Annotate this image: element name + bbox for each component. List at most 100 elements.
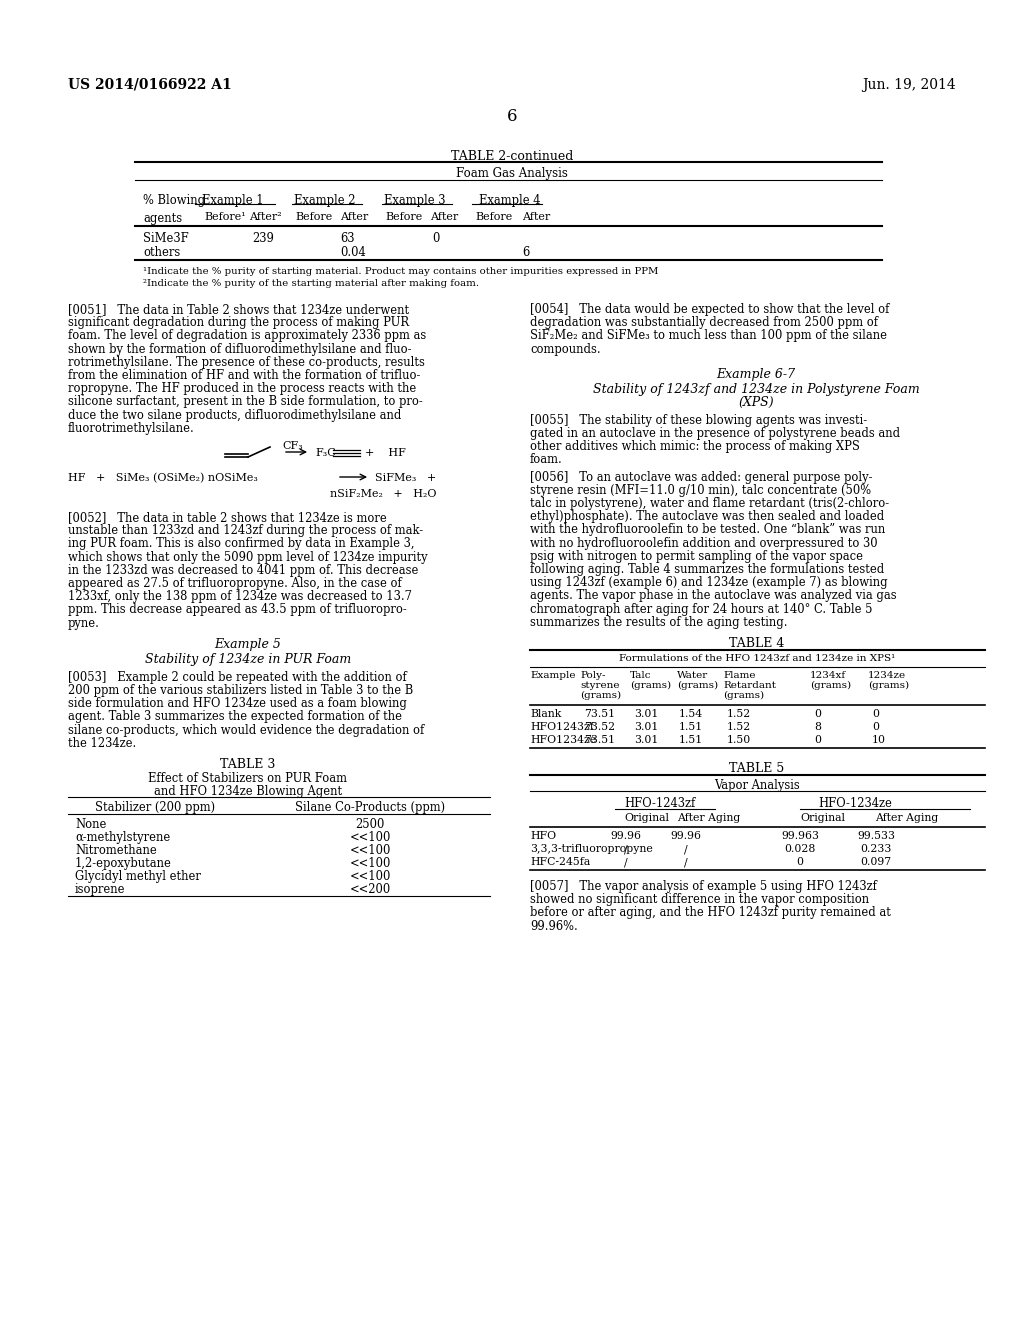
Text: [0057]   The vapor analysis of example 5 using HFO 1243zf: [0057] The vapor analysis of example 5 u…: [530, 880, 877, 894]
Text: α-methylstyrene: α-methylstyrene: [75, 832, 170, 843]
Text: Stability of 1234ze in PUR Foam: Stability of 1234ze in PUR Foam: [144, 653, 351, 665]
Text: Example 5: Example 5: [215, 638, 282, 651]
Text: which shows that only the 5090 ppm level of 1234ze impurity: which shows that only the 5090 ppm level…: [68, 550, 428, 564]
Text: After Aging: After Aging: [677, 813, 740, 822]
Text: 73.51: 73.51: [584, 709, 615, 719]
Text: Example 2: Example 2: [294, 194, 355, 207]
Text: shown by the formation of difluorodimethylsilane and fluo-: shown by the formation of difluorodimeth…: [68, 343, 412, 355]
Text: 6: 6: [522, 246, 529, 259]
Text: before or after aging, and the HFO 1243zf purity remained at: before or after aging, and the HFO 1243z…: [530, 907, 891, 920]
Text: HFO-1243zf: HFO-1243zf: [625, 797, 695, 810]
Text: rotrimethylsilane. The presence of these co-products, results: rotrimethylsilane. The presence of these…: [68, 356, 425, 368]
Text: [0054]   The data would be expected to show that the level of: [0054] The data would be expected to sho…: [530, 304, 890, 315]
Text: psig with nitrogen to permit sampling of the vapor space: psig with nitrogen to permit sampling of…: [530, 550, 863, 562]
Text: silicone surfactant, present in the B side formulation, to pro-: silicone surfactant, present in the B si…: [68, 396, 423, 408]
Text: 0: 0: [814, 709, 821, 719]
Text: Silane Co-Products (ppm): Silane Co-Products (ppm): [295, 801, 445, 814]
Text: with the hydrofluoroolefin to be tested. One “blank” was run: with the hydrofluoroolefin to be tested.…: [530, 524, 886, 536]
Text: [0053]   Example 2 could be repeated with the addition of: [0053] Example 2 could be repeated with …: [68, 671, 407, 684]
Text: Effect of Stabilizers on PUR Foam: Effect of Stabilizers on PUR Foam: [148, 772, 347, 785]
Text: 1.54: 1.54: [679, 709, 703, 719]
Text: agent. Table 3 summarizes the expected formation of the: agent. Table 3 summarizes the expected f…: [68, 710, 402, 723]
Text: chromatograph after aging for 24 hours at 140° C. Table 5: chromatograph after aging for 24 hours a…: [530, 603, 872, 615]
Text: <<100: <<100: [349, 832, 391, 843]
Text: TABLE 5: TABLE 5: [729, 762, 784, 775]
Text: 0.233: 0.233: [860, 843, 892, 854]
Text: <<100: <<100: [349, 857, 391, 870]
Text: 0.04: 0.04: [340, 246, 366, 259]
Text: 0: 0: [814, 735, 821, 744]
Text: HFO-1234ze: HFO-1234ze: [818, 797, 892, 810]
Text: ¹Indicate the % purity of starting material. Product may contains other impuriti: ¹Indicate the % purity of starting mater…: [143, 267, 658, 276]
Text: 239: 239: [252, 232, 273, 246]
Text: TABLE 3: TABLE 3: [220, 758, 275, 771]
Text: appeared as 27.5 of trifluoropropyne. Also, in the case of: appeared as 27.5 of trifluoropropyne. Al…: [68, 577, 401, 590]
Text: silane co-products, which would evidence the degradation of: silane co-products, which would evidence…: [68, 723, 424, 737]
Text: Example: Example: [530, 671, 575, 680]
Text: ropropyne. The HF produced in the process reacts with the: ropropyne. The HF produced in the proces…: [68, 383, 416, 395]
Text: isoprene: isoprene: [75, 883, 126, 896]
Text: 10: 10: [872, 735, 886, 744]
Text: (grams): (grams): [630, 681, 671, 690]
Text: ing PUR foam. This is also confirmed by data in Example 3,: ing PUR foam. This is also confirmed by …: [68, 537, 415, 550]
Text: 1.52: 1.52: [727, 722, 752, 733]
Text: 99.963: 99.963: [781, 832, 819, 841]
Text: styrene resin (MFI=11.0 g/10 min), talc concentrate (50%: styrene resin (MFI=11.0 g/10 min), talc …: [530, 484, 871, 496]
Text: /: /: [684, 843, 688, 854]
Text: Original: Original: [800, 813, 845, 822]
Text: After: After: [340, 213, 369, 222]
Text: 1.51: 1.51: [679, 735, 703, 744]
Text: Stability of 1243zf and 1234ze in Polystyrene Foam: Stability of 1243zf and 1234ze in Polyst…: [593, 383, 920, 396]
Text: <<100: <<100: [349, 870, 391, 883]
Text: 99.96: 99.96: [610, 832, 641, 841]
Text: After: After: [522, 213, 550, 222]
Text: 1233xf, only the 138 ppm of 1234ze was decreased to 13.7: 1233xf, only the 138 ppm of 1234ze was d…: [68, 590, 412, 603]
Text: showed no significant difference in the vapor composition: showed no significant difference in the …: [530, 894, 869, 907]
Text: 3.01: 3.01: [634, 735, 658, 744]
Text: % Blowing: % Blowing: [143, 194, 205, 207]
Text: SiMe3F: SiMe3F: [143, 232, 188, 246]
Text: +    HF: + HF: [365, 447, 406, 458]
Text: Water: Water: [677, 671, 709, 680]
Text: [0052]   The data in table 2 shows that 1234ze is more: [0052] The data in table 2 shows that 12…: [68, 511, 387, 524]
Text: CF₃: CF₃: [282, 441, 303, 451]
Text: F₃C: F₃C: [315, 447, 336, 458]
Text: HFO1234ze: HFO1234ze: [530, 735, 596, 744]
Text: nSiF₂Me₂   +   H₂O: nSiF₂Me₂ + H₂O: [330, 488, 436, 499]
Text: 1,2-epoxybutane: 1,2-epoxybutane: [75, 857, 172, 870]
Text: SiFMe₃   +: SiFMe₃ +: [375, 473, 436, 483]
Text: ppm. This decrease appeared as 43.5 ppm of trifluoropro-: ppm. This decrease appeared as 43.5 ppm …: [68, 603, 407, 616]
Text: Glycidyl methyl ether: Glycidyl methyl ether: [75, 870, 201, 883]
Text: US 2014/0166922 A1: US 2014/0166922 A1: [68, 78, 231, 92]
Text: 0: 0: [872, 722, 879, 733]
Text: Poly-: Poly-: [580, 671, 605, 680]
Text: Formulations of the HFO 1243zf and 1234ze in XPS¹: Formulations of the HFO 1243zf and 1234z…: [618, 653, 895, 663]
Text: TABLE 2-continued: TABLE 2-continued: [451, 150, 573, 162]
Text: 8: 8: [814, 722, 821, 733]
Text: Flame: Flame: [723, 671, 756, 680]
Text: 73.52: 73.52: [584, 722, 615, 733]
Text: Example 4: Example 4: [479, 194, 541, 207]
Text: TABLE 4: TABLE 4: [729, 638, 784, 649]
Text: fluorotrimethylsilane.: fluorotrimethylsilane.: [68, 422, 195, 434]
Text: summarizes the results of the aging testing.: summarizes the results of the aging test…: [530, 616, 787, 628]
Text: following aging. Table 4 summarizes the formulations tested: following aging. Table 4 summarizes the …: [530, 564, 885, 576]
Text: Jun. 19, 2014: Jun. 19, 2014: [862, 78, 956, 92]
Text: 99.96: 99.96: [671, 832, 701, 841]
Text: After Aging: After Aging: [874, 813, 938, 822]
Text: 0.028: 0.028: [784, 843, 816, 854]
Text: the 1234ze.: the 1234ze.: [68, 737, 136, 750]
Text: (grams): (grams): [868, 681, 909, 690]
Text: ²Indicate the % purity of the starting material after making foam.: ²Indicate the % purity of the starting m…: [143, 279, 479, 288]
Text: agents. The vapor phase in the autoclave was analyzed via gas: agents. The vapor phase in the autoclave…: [530, 590, 897, 602]
Text: talc in polystyrene), water and flame retardant (tris(2-chloro-: talc in polystyrene), water and flame re…: [530, 498, 889, 510]
Text: 1.51: 1.51: [679, 722, 703, 733]
Text: (grams): (grams): [810, 681, 851, 690]
Text: other additives which mimic: the process of making XPS: other additives which mimic: the process…: [530, 440, 860, 453]
Text: using 1243zf (example 6) and 1234ze (example 7) as blowing: using 1243zf (example 6) and 1234ze (exa…: [530, 577, 888, 589]
Text: HFO1243zf: HFO1243zf: [530, 722, 594, 733]
Text: Example 3: Example 3: [384, 194, 445, 207]
Text: ethyl)phosphate). The autoclave was then sealed and loaded: ethyl)phosphate). The autoclave was then…: [530, 511, 885, 523]
Text: 3,3,3-trifluoropropyne: 3,3,3-trifluoropropyne: [530, 843, 652, 854]
Text: 0: 0: [872, 709, 879, 719]
